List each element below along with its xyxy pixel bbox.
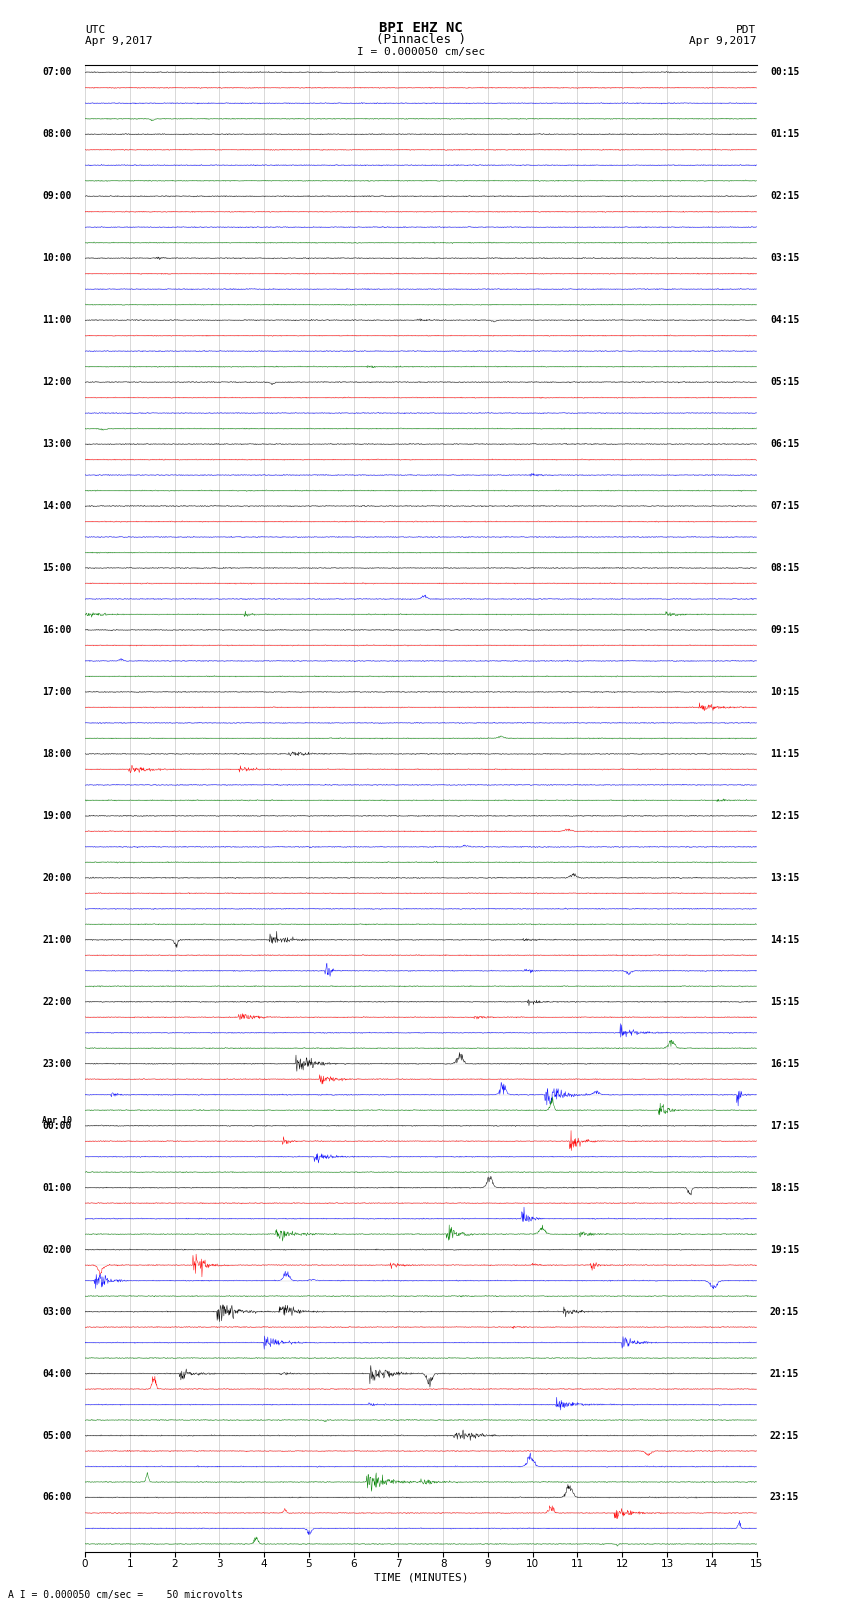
Text: 07:15: 07:15: [770, 502, 799, 511]
Text: 08:00: 08:00: [42, 129, 71, 139]
Text: 06:00: 06:00: [42, 1492, 71, 1502]
Text: 00:00: 00:00: [42, 1121, 71, 1131]
Text: Apr 9,2017: Apr 9,2017: [85, 35, 152, 45]
Text: 10:00: 10:00: [42, 253, 71, 263]
Text: 02:15: 02:15: [770, 192, 799, 202]
Text: 15:00: 15:00: [42, 563, 71, 573]
Text: PDT: PDT: [736, 24, 756, 35]
Text: 00:15: 00:15: [770, 68, 799, 77]
Text: 23:15: 23:15: [770, 1492, 799, 1502]
Text: 11:15: 11:15: [770, 748, 799, 758]
Text: I = 0.000050 cm/sec: I = 0.000050 cm/sec: [357, 47, 484, 58]
Text: Apr 9,2017: Apr 9,2017: [689, 35, 756, 45]
Text: 09:15: 09:15: [770, 624, 799, 636]
Text: 18:00: 18:00: [42, 748, 71, 758]
Text: 22:00: 22:00: [42, 997, 71, 1007]
Text: 05:15: 05:15: [770, 377, 799, 387]
Text: 15:15: 15:15: [770, 997, 799, 1007]
Text: 23:00: 23:00: [42, 1058, 71, 1069]
Text: 02:00: 02:00: [42, 1245, 71, 1255]
Text: 12:00: 12:00: [42, 377, 71, 387]
Text: UTC: UTC: [85, 24, 105, 35]
Text: 08:15: 08:15: [770, 563, 799, 573]
Text: 18:15: 18:15: [770, 1182, 799, 1192]
Text: 14:00: 14:00: [42, 502, 71, 511]
Text: 03:15: 03:15: [770, 253, 799, 263]
Text: 13:00: 13:00: [42, 439, 71, 448]
Text: 04:15: 04:15: [770, 315, 799, 326]
Text: 19:00: 19:00: [42, 811, 71, 821]
Text: 19:15: 19:15: [770, 1245, 799, 1255]
Text: 07:00: 07:00: [42, 68, 71, 77]
Text: 03:00: 03:00: [42, 1307, 71, 1316]
Text: 16:15: 16:15: [770, 1058, 799, 1069]
Text: 04:00: 04:00: [42, 1368, 71, 1379]
Text: 17:00: 17:00: [42, 687, 71, 697]
X-axis label: TIME (MINUTES): TIME (MINUTES): [373, 1573, 468, 1582]
Text: 22:15: 22:15: [770, 1431, 799, 1440]
Text: 17:15: 17:15: [770, 1121, 799, 1131]
Text: 21:00: 21:00: [42, 936, 71, 945]
Text: 16:00: 16:00: [42, 624, 71, 636]
Text: 06:15: 06:15: [770, 439, 799, 448]
Text: 20:15: 20:15: [770, 1307, 799, 1316]
Text: 10:15: 10:15: [770, 687, 799, 697]
Text: 13:15: 13:15: [770, 873, 799, 882]
Text: 01:15: 01:15: [770, 129, 799, 139]
Text: Apr 10: Apr 10: [42, 1116, 71, 1124]
Text: 20:00: 20:00: [42, 873, 71, 882]
Text: 11:00: 11:00: [42, 315, 71, 326]
Text: (Pinnacles ): (Pinnacles ): [376, 32, 466, 45]
Text: 09:00: 09:00: [42, 192, 71, 202]
Text: 01:00: 01:00: [42, 1182, 71, 1192]
Text: 21:15: 21:15: [770, 1368, 799, 1379]
Text: 12:15: 12:15: [770, 811, 799, 821]
Text: BPI EHZ NC: BPI EHZ NC: [379, 21, 462, 35]
Text: A I = 0.000050 cm/sec =    50 microvolts: A I = 0.000050 cm/sec = 50 microvolts: [8, 1590, 243, 1600]
Text: 14:15: 14:15: [770, 936, 799, 945]
Text: 05:00: 05:00: [42, 1431, 71, 1440]
